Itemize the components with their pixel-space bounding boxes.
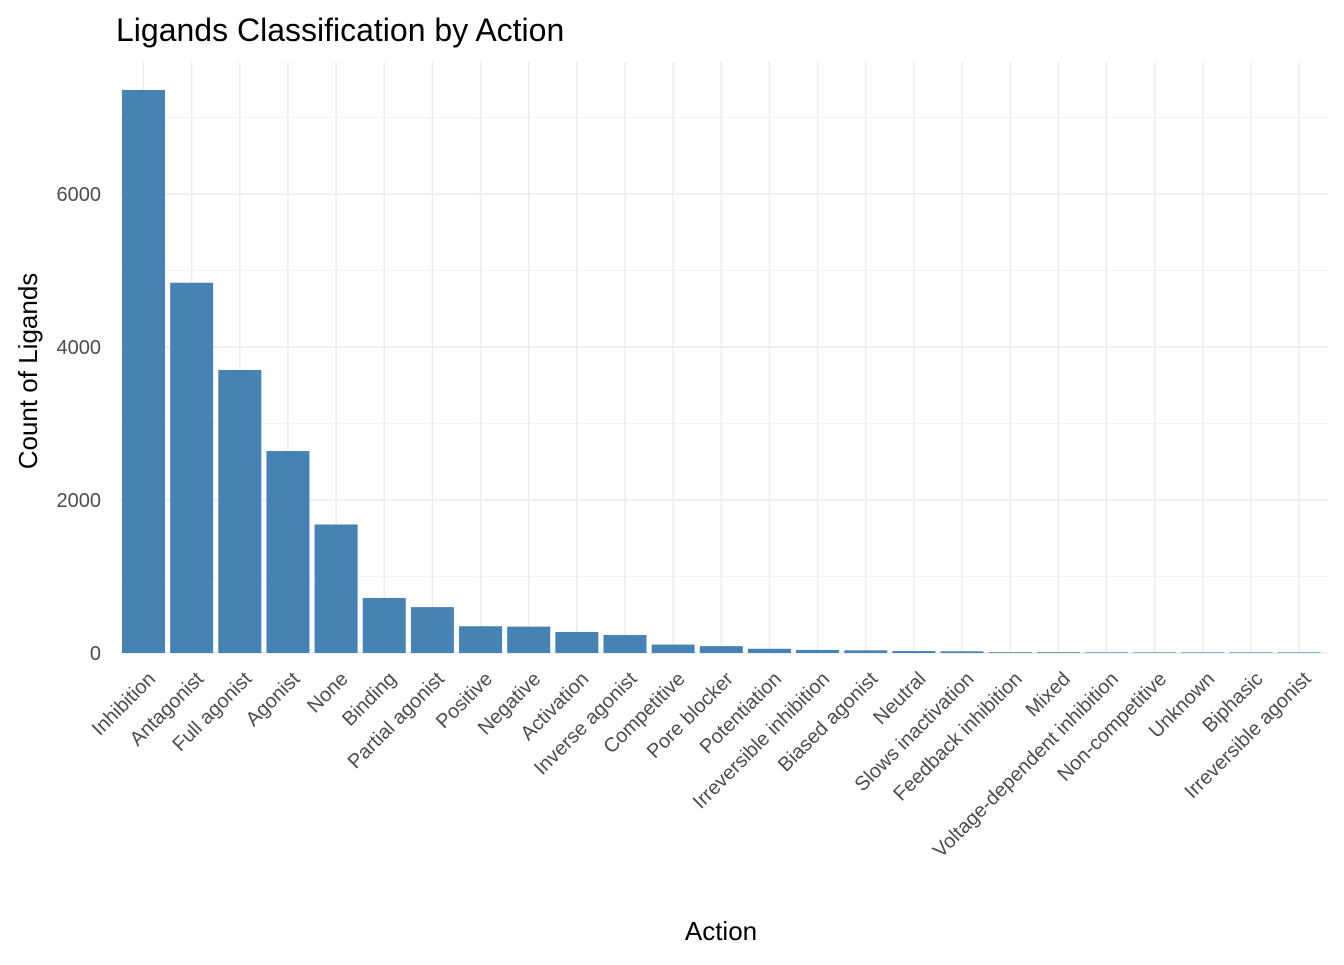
bar-inverse-agonist [603,635,647,653]
bar-activation [555,631,599,653]
bar-biphasic [1229,652,1273,653]
y-axis-ticks: 0 2000 4000 6000 [57,184,102,665]
bar-partial-agonist [410,607,454,653]
x-axis-title: Action [685,916,757,946]
bar-neutral [892,651,936,653]
chart-title: Ligands Classification by Action [116,12,564,48]
bar-pore-blocker [699,646,743,653]
bar-antagonist [170,282,214,653]
grid [120,62,1328,654]
bar-mixed [1036,652,1080,653]
bar-non-competitive [1133,652,1177,653]
bar-potentiation [747,648,791,653]
bar-full-agonist [218,369,262,653]
bar-feedback-inhibition [988,652,1032,653]
y-tick-label-3: 6000 [57,184,102,206]
bars [122,89,1321,653]
bar-competitive [651,644,695,653]
y-tick-label-1: 2000 [57,490,102,512]
x-tick-label-3: Agonist [242,668,305,731]
bar-slows-inactivation [940,651,984,653]
bar-agonist [266,451,310,653]
bar-irreversible-agonist [1277,652,1321,653]
bar-positive [459,626,503,653]
bar-unknown [1181,652,1225,653]
bar-biased-agonist [844,650,888,653]
bar-voltage-dependent-inhibition [1085,652,1128,653]
bar-inhibition [122,89,165,653]
bar-binding [362,597,406,653]
bar-irreversible-inhibition [796,649,840,653]
bar-negative [507,626,551,653]
bar-none [314,524,358,653]
y-tick-label-2: 4000 [57,337,102,359]
y-axis-title: Count of Ligands [13,273,43,470]
y-tick-label-0: 0 [90,643,101,665]
